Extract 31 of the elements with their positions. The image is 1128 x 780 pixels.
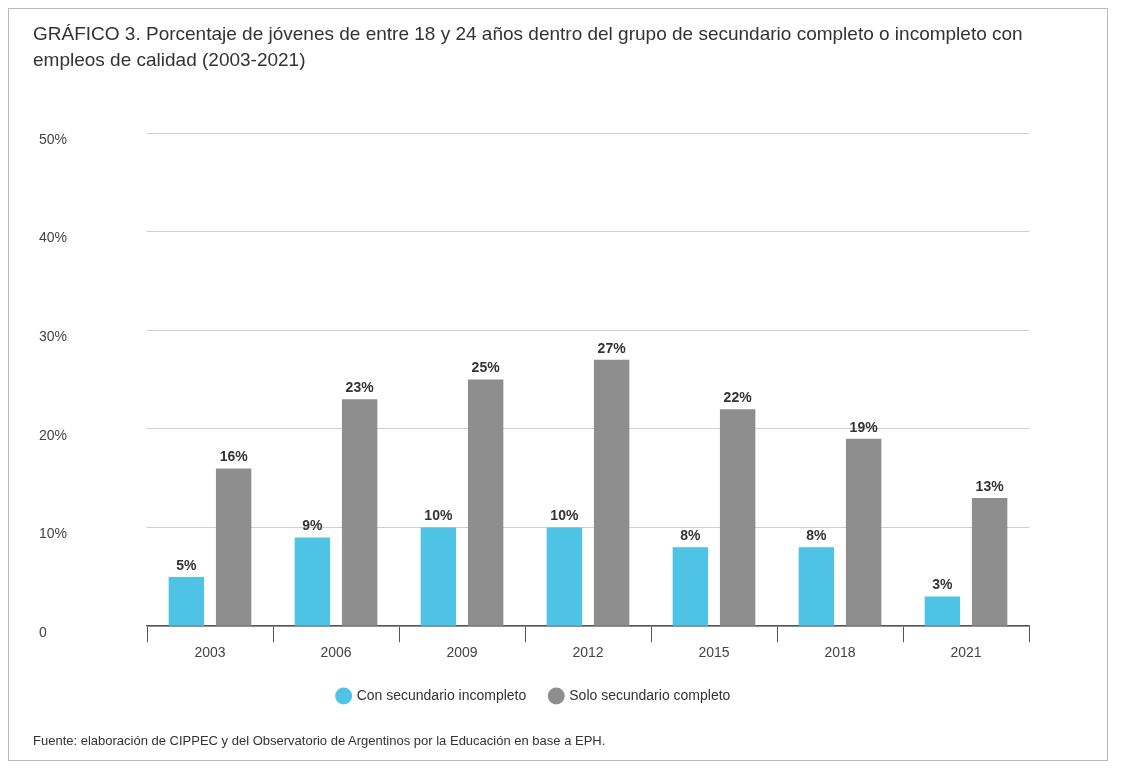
data-label: 16%	[219, 448, 249, 465]
data-label: 23%	[345, 379, 375, 396]
y-tick-label: 50%	[39, 130, 68, 147]
y-tick-label: 10%	[39, 525, 68, 542]
data-label: 5%	[176, 556, 198, 573]
x-tick-label: 2021	[950, 644, 982, 661]
x-tick-label: 2006	[320, 644, 352, 661]
data-label: 22%	[723, 389, 753, 406]
legend-label: Con secundario incompleto	[356, 686, 527, 703]
data-label: 10%	[424, 507, 453, 524]
x-tick-label: 2015	[698, 644, 730, 661]
x-tick-label: 2003	[194, 644, 226, 661]
x-tick-label: 2012	[572, 644, 604, 661]
chart-title: GRÁFICO 3. Porcentaje de jóvenes de entre 18 y 24 años dentro del grupo de secundario completo o incompleto con empleos de calidad (2003-2021)	[33, 22, 1024, 72]
data-label: 27%	[597, 339, 627, 356]
source-note: Fuente: elaboración de CIPPEC y del Observatorio de Argentinos por la Educación en base a EPH.	[33, 733, 607, 748]
x-tick-label: 2009	[446, 644, 478, 661]
y-tick-label: 40%	[39, 229, 68, 246]
legend-label: Solo secundario completo	[569, 686, 731, 703]
data-label: 3%	[932, 576, 954, 593]
data-label: 13%	[975, 477, 1005, 494]
x-tick-label: 2018	[824, 644, 856, 661]
y-tick-label: 30%	[39, 328, 68, 345]
data-label: 8%	[806, 527, 828, 544]
y-tick-label: 20%	[39, 426, 68, 443]
data-label: 10%	[550, 507, 579, 524]
data-label: 25%	[471, 359, 501, 376]
data-label: 8%	[680, 527, 702, 544]
data-label: 19%	[849, 418, 879, 435]
y-tick-label: 0	[39, 624, 47, 641]
data-label: 9%	[302, 517, 324, 534]
